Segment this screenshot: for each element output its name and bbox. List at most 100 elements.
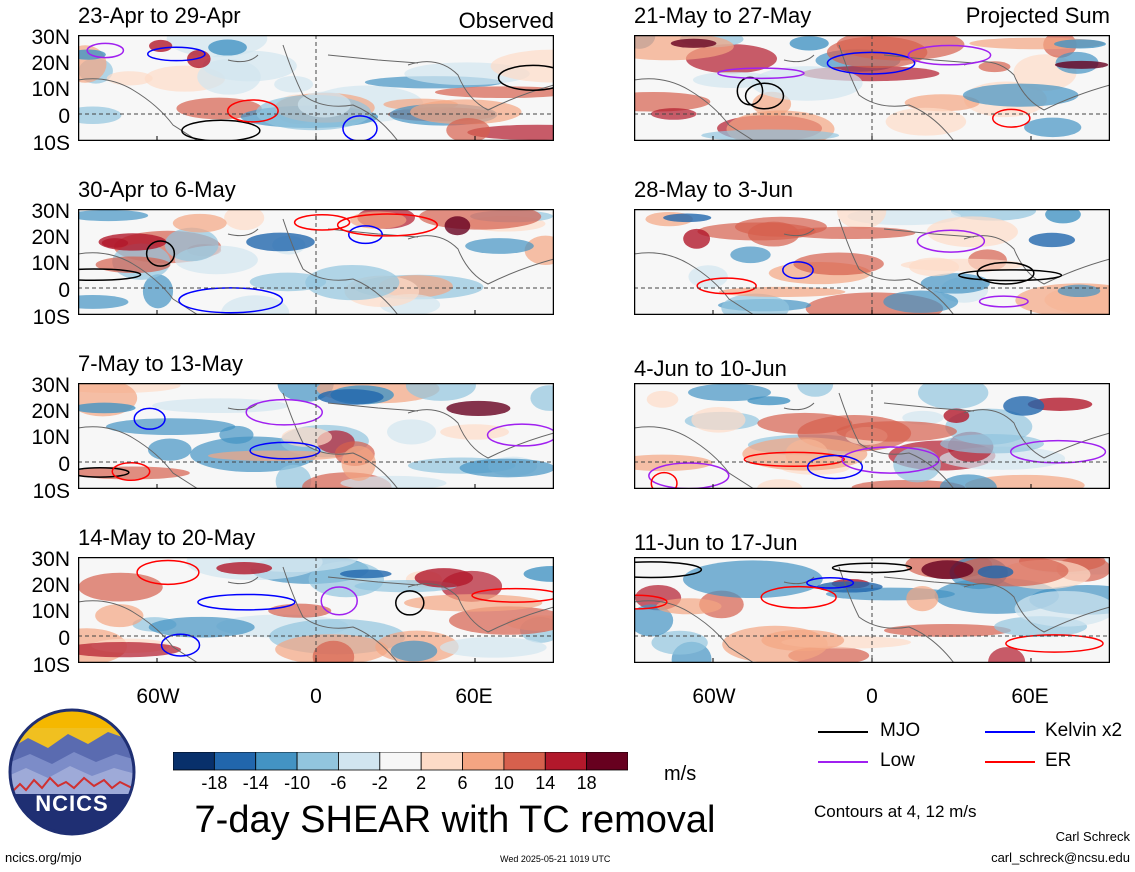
shear-region xyxy=(78,642,182,658)
shear-region xyxy=(78,209,149,222)
contour xyxy=(650,471,678,489)
shear-region xyxy=(651,630,708,655)
shear-region xyxy=(152,398,289,414)
contour xyxy=(486,423,554,447)
shear-region xyxy=(751,66,863,101)
shear-region xyxy=(988,647,1026,663)
ncics-logo xyxy=(8,708,136,836)
contour xyxy=(178,287,284,314)
shear-region xyxy=(978,61,1011,73)
panel-title: 30-Apr to 6-May xyxy=(78,177,236,202)
colorbar-units: m/s xyxy=(664,763,697,785)
colorbar-segment xyxy=(255,752,298,771)
contour xyxy=(744,82,785,110)
coastline xyxy=(634,566,1110,663)
contour xyxy=(86,42,125,59)
colorbar-tick-label: 18 xyxy=(576,773,597,793)
shear-region xyxy=(275,464,312,489)
shear-region xyxy=(836,421,957,442)
contour xyxy=(1009,439,1107,464)
shear-region xyxy=(730,246,771,264)
panel-title: 7-May to 13-May xyxy=(78,351,244,376)
legend-label-mjo: MJO xyxy=(880,720,921,741)
contour xyxy=(111,462,151,482)
shear-region xyxy=(893,447,941,483)
lat-label: 20N xyxy=(31,52,70,75)
shear-core xyxy=(444,216,471,236)
contour xyxy=(743,451,845,468)
shear-region xyxy=(650,108,697,120)
contour xyxy=(78,268,142,282)
shear-core xyxy=(1003,396,1045,416)
shear-region xyxy=(95,256,171,274)
contour xyxy=(347,225,383,245)
lat-label: 30N xyxy=(31,548,70,571)
colorbar-tick-label: 14 xyxy=(535,773,556,793)
colorbar-tick-label: -14 xyxy=(242,773,269,793)
shear-region xyxy=(164,227,219,262)
map-panel xyxy=(78,557,554,663)
contour xyxy=(696,277,757,295)
lat-label: 20N xyxy=(31,226,70,249)
shear-core xyxy=(1054,39,1106,49)
shear-core xyxy=(1028,232,1076,248)
shear-core xyxy=(523,566,554,582)
contour xyxy=(249,441,321,460)
shear-region xyxy=(1057,284,1101,298)
contour xyxy=(293,213,351,231)
shear-region xyxy=(530,385,554,411)
shear-region xyxy=(646,390,679,408)
contour xyxy=(342,115,378,141)
panel-title: 11-Jun to 17-Jun xyxy=(634,530,798,555)
shear-region xyxy=(909,257,960,277)
map-panel xyxy=(78,35,554,141)
contour xyxy=(760,585,837,609)
colorbar-tick-label: 2 xyxy=(416,773,427,793)
shear-core xyxy=(208,39,247,56)
contour xyxy=(336,213,439,237)
contour xyxy=(245,398,323,426)
legend-label-kelvin: Kelvin x2 xyxy=(1045,720,1123,741)
lat-label: 10N xyxy=(31,600,70,623)
footer-email: carl_schreck@ncsu.edu xyxy=(991,850,1130,865)
footer-url: ncics.org/mjo xyxy=(5,850,82,865)
map-panel xyxy=(78,383,554,489)
shear-region xyxy=(721,293,790,315)
shear-region xyxy=(1014,590,1110,627)
contour xyxy=(147,46,206,62)
contour xyxy=(145,240,176,267)
shear-region xyxy=(926,216,1018,248)
contour xyxy=(806,454,864,480)
contour xyxy=(181,119,261,141)
shear-region xyxy=(837,209,887,230)
colorbar-tick-label: -10 xyxy=(284,773,311,793)
colorbar-segment xyxy=(379,752,422,771)
panel-title: 23-Apr to 29-Apr xyxy=(78,3,241,28)
shear-region xyxy=(340,475,447,489)
lat-label: 20N xyxy=(31,574,70,597)
shear-region xyxy=(405,383,476,401)
colorbar-tick-label: -2 xyxy=(371,773,388,793)
shear-region xyxy=(341,445,376,481)
lat-label: 20N xyxy=(31,400,70,423)
shear-core xyxy=(683,228,711,249)
shear-region xyxy=(785,226,916,240)
shear-region xyxy=(465,238,534,254)
shear-region xyxy=(78,106,122,125)
panel-title: 21-May to 27-May xyxy=(634,3,812,28)
shear-region xyxy=(917,383,989,410)
shear-region xyxy=(656,598,722,615)
contour xyxy=(958,269,1063,282)
shear-region xyxy=(410,99,522,125)
contour xyxy=(826,51,916,75)
shear-region xyxy=(634,604,674,637)
colorbar-tick-label: -18 xyxy=(201,773,228,793)
contour xyxy=(976,261,1035,285)
shear-region xyxy=(524,235,554,265)
observed-label: Observed xyxy=(458,8,554,33)
footer-author: Carl Schreck xyxy=(1055,829,1130,844)
shear-region xyxy=(448,606,554,635)
projected-label: Projected Sum xyxy=(965,3,1110,28)
lat-label: 30N xyxy=(31,26,70,49)
map-panel xyxy=(634,35,1110,141)
